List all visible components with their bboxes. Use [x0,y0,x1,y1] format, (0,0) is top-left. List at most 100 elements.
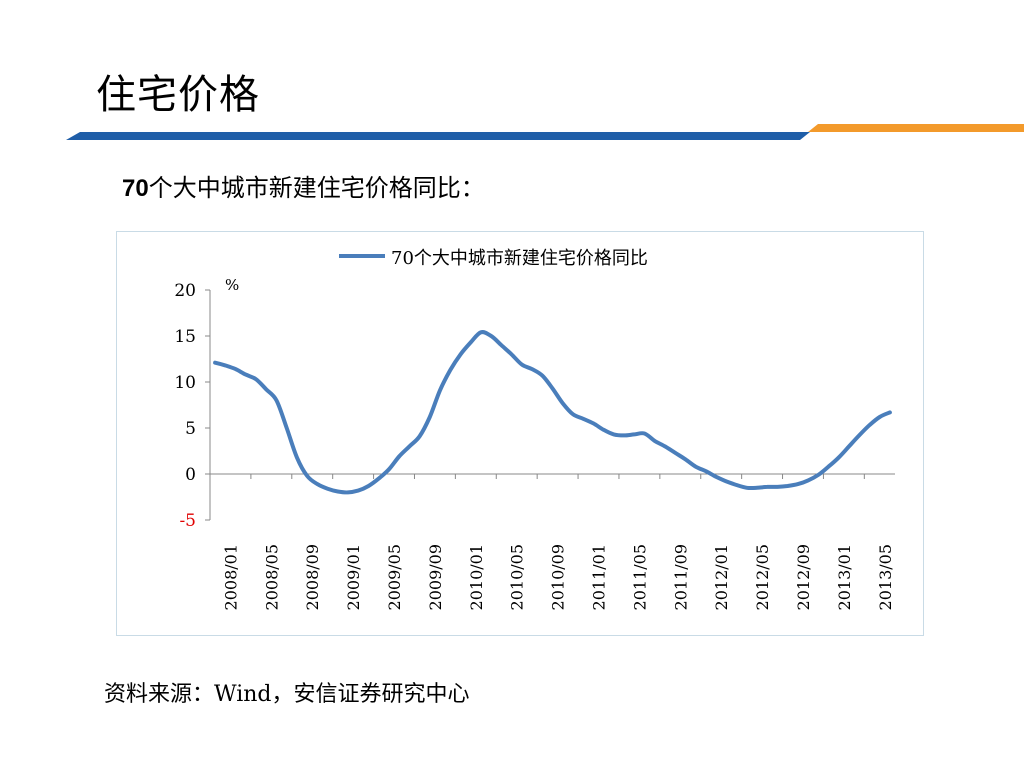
data-point [501,345,502,346]
data-point [296,457,297,458]
x-tick-label: 2013/01 [835,544,854,610]
data-point [757,487,758,488]
y-tick-label: -5 [179,511,196,531]
x-tick-label: 2010/01 [467,544,486,610]
data-point [225,365,226,366]
x-tick-label: 2011/09 [671,544,690,610]
data-point [869,425,870,426]
x-tick-label: 2012/05 [753,544,772,610]
data-point [491,336,492,337]
data-point [849,446,850,447]
data-point [726,481,727,482]
data-point [552,388,553,389]
data-point [634,434,635,435]
data-point [828,466,829,467]
data-point [276,400,277,401]
data-point [256,379,257,380]
data-point [797,484,798,485]
y-tick-label: 10 [174,373,196,393]
x-tick-label: 2012/09 [794,544,813,610]
data-point [603,429,604,430]
data-point [532,369,533,370]
data-point [470,342,471,343]
data-point [409,446,410,447]
data-point [460,354,461,355]
x-tick-label: 2009/09 [426,544,445,610]
data-point [572,414,573,415]
data-point [654,440,655,441]
x-tick-label: 2009/05 [385,544,404,610]
data-point [685,459,686,460]
data-point [838,457,839,458]
data-point [624,435,625,436]
data-point [307,475,308,476]
data-point [317,484,318,485]
data-point [266,389,267,390]
data-point [440,390,441,391]
series-layer [213,330,892,495]
x-tick-label: 2010/09 [549,544,568,610]
header-divider-bar [66,124,1024,140]
x-tick-label: 2011/05 [630,544,649,610]
data-point [889,412,890,413]
data-point [378,478,379,479]
y-tick-label: 5 [185,419,196,439]
data-point [644,433,645,434]
data-point [695,466,696,467]
data-point [665,446,666,447]
slide-title: 住宅价格 [96,72,260,118]
chart-legend: 70个大中城市新建住宅价格同比 [339,248,648,269]
chart-frame: 70个大中城市新建住宅价格同比 % 20 15 10 5 0 -5 2008/01 2008… [116,231,924,636]
x-tick-label: 2010/05 [508,544,527,610]
x-tick-label: 2009/01 [344,544,363,610]
data-point [429,417,430,418]
data-point [787,486,788,487]
chart-subtitle: 70个大中城市新建住宅价格同比： [122,168,485,203]
data-point [593,423,594,424]
data-point [736,485,737,486]
data-point [767,486,768,487]
data-point [450,370,451,371]
y-tick-label: 20 [174,281,196,301]
y-tick-label: 0 [185,465,196,485]
data-point [777,486,778,487]
data-point [583,418,584,419]
x-tick-label: 2012/01 [712,544,731,610]
series-line [213,330,892,495]
subtitle-number: 70 [122,175,149,202]
data-point [286,428,287,429]
data-point [562,403,563,404]
header-orange-stripe [808,124,1024,132]
data-point [746,487,747,488]
data-point [358,490,359,491]
data-point [879,417,880,418]
data-point [675,452,676,453]
data-point [327,488,328,489]
data-point [480,332,481,333]
subtitle-text: 个大中城市新建住宅价格同比： [148,174,485,202]
y-tick-label: 15 [174,327,196,347]
data-point [511,354,512,355]
header-blue-stripe [66,132,810,140]
data-point [716,476,717,477]
data-point [419,436,420,437]
y-axis-unit-label: % [225,276,239,294]
source-note: 资料来源：Wind，安信证券研究中心 [104,682,470,707]
x-tick-label: 2008/01 [221,544,240,610]
data-point [808,480,809,481]
data-point [245,374,246,375]
data-point [542,375,543,376]
data-point [818,474,819,475]
x-tick-label: 2011/01 [590,544,609,610]
data-point [348,492,349,493]
data-point [521,364,522,365]
x-tick-label: 2013/05 [876,544,895,610]
data-point [388,469,389,470]
x-axis: 2008/01 2008/05 2008/09 2009/01 2009/05 2009/… [209,473,895,610]
x-tick-label: 2008/09 [303,544,322,610]
x-tick-label: 2008/05 [262,544,281,610]
data-point [337,491,338,492]
data-point [613,434,614,435]
data-point [215,362,216,363]
